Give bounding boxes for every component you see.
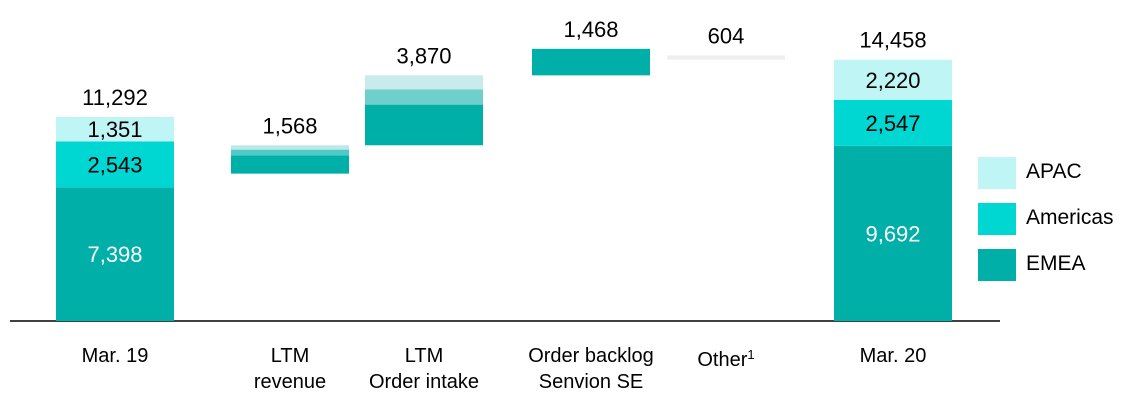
legend-swatch-americas xyxy=(978,203,1016,235)
bar-segment-other-other xyxy=(667,55,785,60)
segment-label-mar-20-americas: 2,547 xyxy=(865,111,920,136)
total-label-ltm-order-intake: 3,870 xyxy=(396,43,451,68)
bar-segment-mar-19-apac xyxy=(56,116,174,142)
category-label-mar19: Mar. 19 xyxy=(82,345,149,367)
category-label-other: Other1 xyxy=(697,347,754,372)
total-label-mar-20: 14,458 xyxy=(859,28,926,53)
category-label-backlog: Order backlog Senvion SE xyxy=(528,345,654,393)
bar-segment-ltm-revenue-americas xyxy=(231,149,349,156)
bar-segment-ltm-revenue-emea xyxy=(231,155,349,174)
bar-segment-mar-20-emea xyxy=(834,145,952,321)
segment-label-mar-19-apac: 1,351 xyxy=(87,117,142,142)
bar-segment-mar-20-apac xyxy=(834,59,952,100)
segment-label-mar-20-emea: 9,692 xyxy=(865,221,920,246)
bar-segment-mar-19-emea xyxy=(56,187,174,321)
total-label-other: 604 xyxy=(708,23,745,48)
total-label-order-backlog-senvion-se: 1,468 xyxy=(563,17,618,42)
legend-label-apac: APAC xyxy=(1026,160,1082,183)
legend-label-americas: Americas xyxy=(1026,206,1114,229)
legend-swatch-emea xyxy=(978,249,1016,281)
legend-label-emea: EMEA xyxy=(1026,252,1086,275)
total-label-mar-19: 11,292 xyxy=(82,85,148,110)
segment-label-mar-20-apac: 2,220 xyxy=(865,68,920,93)
bar-segment-mar-20-americas xyxy=(834,99,952,146)
category-label-ltm_rev: LTM revenue xyxy=(254,345,326,393)
category-label-ltm_oi: LTM Order intake xyxy=(369,345,479,393)
category-label-mar20: Mar. 20 xyxy=(860,345,927,367)
segment-label-mar-19-emea: 7,398 xyxy=(87,242,142,267)
bar-segment-mar-19-americas xyxy=(56,141,174,188)
bar-segment-order-backlog-senvion-se-emea xyxy=(532,48,650,76)
bar-segment-ltm-order-intake-americas xyxy=(365,89,483,105)
bar-segment-ltm-revenue-apac xyxy=(231,145,349,150)
bar-segment-ltm-order-intake-emea xyxy=(365,104,483,146)
legend-swatch-apac xyxy=(978,157,1016,189)
total-label-ltm-revenue: 1,568 xyxy=(262,113,317,138)
segment-label-mar-19-americas: 2,543 xyxy=(87,152,142,177)
bar-segment-ltm-order-intake-apac xyxy=(365,75,483,90)
